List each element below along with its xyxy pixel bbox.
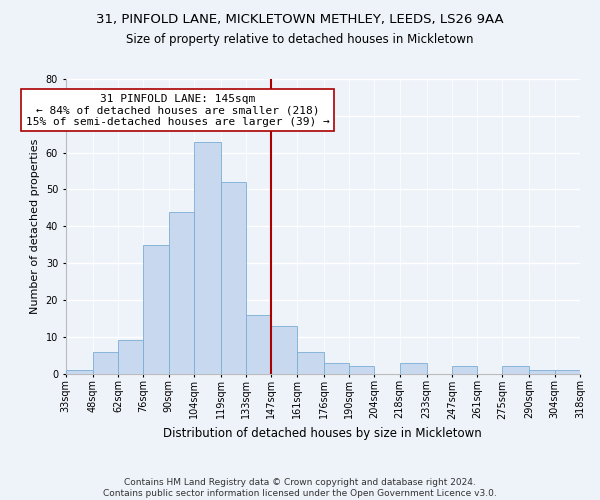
Bar bbox=[169, 212, 194, 374]
Bar bbox=[555, 370, 580, 374]
Text: 31 PINFOLD LANE: 145sqm
← 84% of detached houses are smaller (218)
15% of semi-d: 31 PINFOLD LANE: 145sqm ← 84% of detache… bbox=[26, 94, 329, 127]
Bar bbox=[221, 182, 246, 374]
Bar bbox=[118, 340, 143, 374]
Bar bbox=[143, 244, 169, 374]
Bar bbox=[452, 366, 477, 374]
Bar bbox=[271, 326, 296, 374]
Text: 31, PINFOLD LANE, MICKLETOWN METHLEY, LEEDS, LS26 9AA: 31, PINFOLD LANE, MICKLETOWN METHLEY, LE… bbox=[96, 12, 504, 26]
Bar bbox=[194, 142, 221, 374]
Bar bbox=[296, 352, 324, 374]
Bar bbox=[66, 370, 93, 374]
Bar bbox=[93, 352, 118, 374]
Y-axis label: Number of detached properties: Number of detached properties bbox=[30, 138, 40, 314]
Bar bbox=[349, 366, 374, 374]
Bar bbox=[529, 370, 555, 374]
Bar bbox=[324, 362, 349, 374]
Bar bbox=[246, 314, 271, 374]
Text: Size of property relative to detached houses in Mickletown: Size of property relative to detached ho… bbox=[126, 32, 474, 46]
Bar bbox=[400, 362, 427, 374]
Text: Contains HM Land Registry data © Crown copyright and database right 2024.
Contai: Contains HM Land Registry data © Crown c… bbox=[103, 478, 497, 498]
X-axis label: Distribution of detached houses by size in Mickletown: Distribution of detached houses by size … bbox=[163, 427, 482, 440]
Bar bbox=[502, 366, 529, 374]
